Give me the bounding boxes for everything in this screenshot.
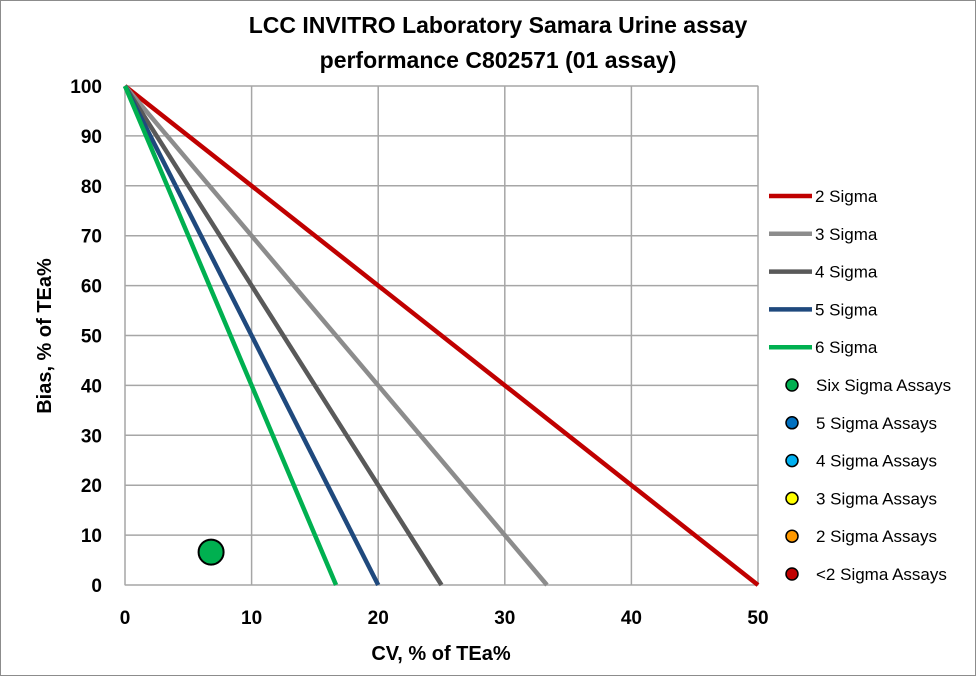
y-axis-title: Bias, % of TEa% [34, 258, 56, 414]
legend-label: 3 Sigma Assays [816, 489, 937, 508]
y-tick-label: 70 [81, 227, 102, 248]
series-lines [122, 84, 760, 587]
legend-marker-swatch [785, 378, 799, 392]
x-axis-title: CV, % of TEa% [371, 643, 511, 665]
x-axis-ticks: 0 10 20 30 40 50 [120, 608, 769, 629]
legend-marker-swatch [785, 491, 799, 506]
y-tick-label: 20 [81, 476, 102, 497]
legend-label: 5 Sigma Assays [816, 414, 937, 433]
y-tick-label: 40 [81, 376, 102, 397]
series-line [123, 84, 444, 587]
y-axis-ticks: 0 10 20 30 40 50 60 70 80 90 100 [70, 77, 102, 597]
legend-marker-swatch [785, 529, 799, 543]
legend-label: 4 Sigma [815, 263, 878, 282]
y-tick-label: 80 [81, 177, 102, 198]
y-tick-label: 50 [81, 327, 102, 348]
x-tick-label: 20 [368, 608, 389, 629]
legend-label: Six Sigma Assays [816, 376, 951, 395]
legend-label: 6 Sigma [815, 338, 878, 357]
y-tick-label: 0 [91, 576, 102, 597]
x-tick-label: 40 [621, 608, 642, 629]
chart-title: LCC INVITRO Laboratory Samara Urine assa… [249, 12, 748, 73]
legend-label: 2 Sigma Assays [816, 527, 937, 546]
series-line [122, 84, 381, 587]
legend-marker-swatch [785, 567, 799, 581]
legend-marker-swatch [785, 453, 799, 468]
legend-label: 2 Sigma [815, 187, 878, 206]
series-line [123, 84, 760, 587]
legend-label: 3 Sigma [815, 225, 878, 244]
y-tick-label: 30 [81, 426, 102, 447]
chart-title-line-2: performance C802571 (01 assay) [320, 47, 677, 73]
x-tick-label: 30 [494, 608, 515, 629]
legend-label: 4 Sigma Assays [816, 452, 937, 471]
x-tick-label: 0 [120, 608, 131, 629]
legend-marker-swatch [785, 416, 799, 430]
series-line [123, 84, 549, 587]
y-tick-label: 60 [81, 277, 102, 298]
x-tick-label: 10 [241, 608, 262, 629]
chart-title-line-1: LCC INVITRO Laboratory Samara Urine assa… [249, 12, 748, 38]
series-markers [197, 538, 225, 566]
legend-label: 5 Sigma [815, 300, 878, 319]
x-tick-label: 50 [747, 608, 768, 629]
data-point [197, 538, 225, 566]
legend-label: <2 Sigma Assays [816, 565, 947, 584]
legend: 2 Sigma 3 Sigma 4 Sigma 5 Sigma 6 Sigma Six S… [769, 187, 951, 584]
series-line [122, 85, 339, 586]
y-tick-label: 10 [81, 526, 102, 547]
y-tick-label: 100 [70, 77, 102, 98]
y-tick-label: 90 [81, 127, 102, 148]
